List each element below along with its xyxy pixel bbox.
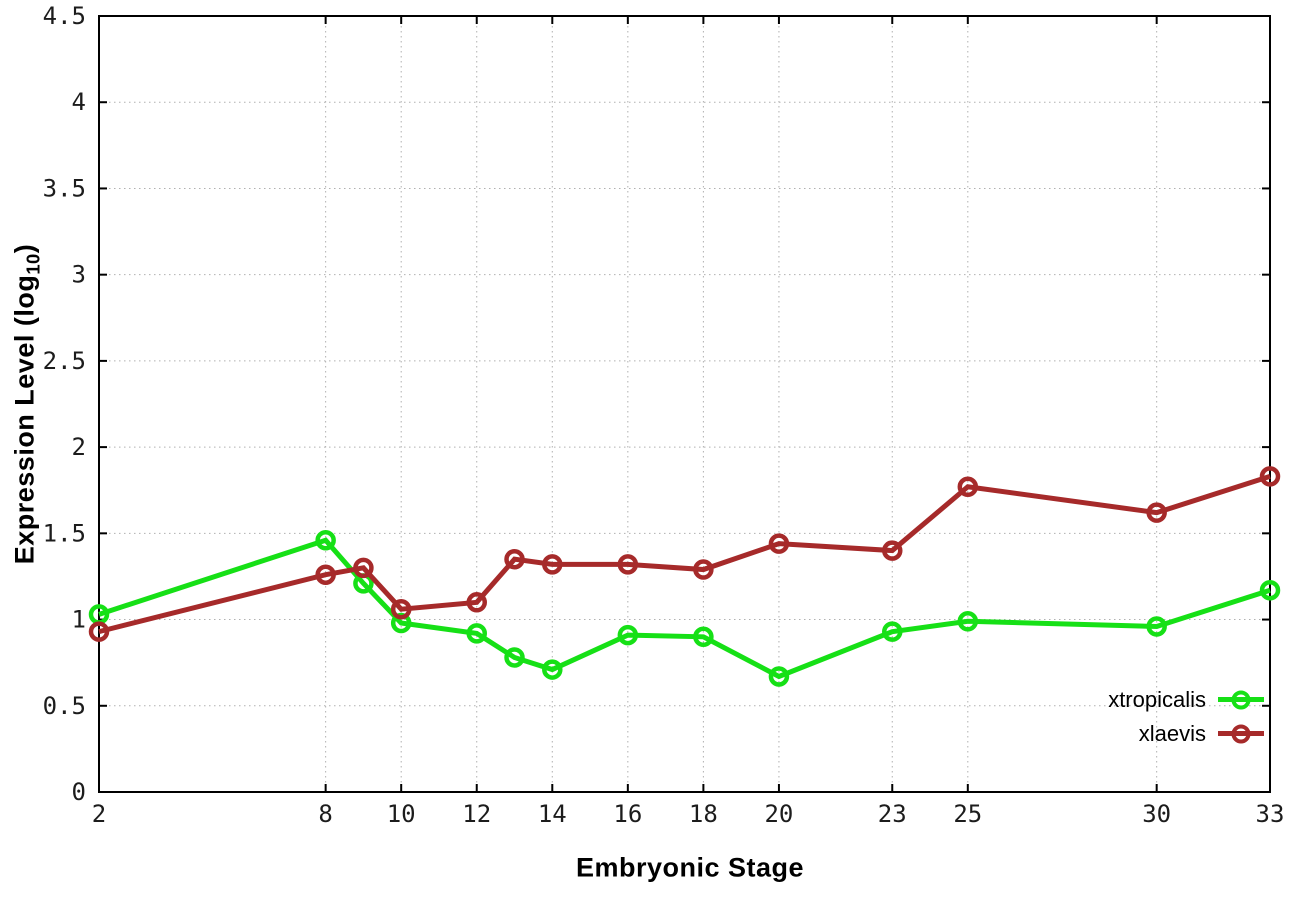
x-tick-label: 20 xyxy=(764,800,793,828)
x-tick-label: 25 xyxy=(953,800,982,828)
series-line-xlaevis xyxy=(98,474,1271,635)
x-tick-label: 12 xyxy=(462,800,491,828)
data-point-xtropicalis xyxy=(882,621,903,642)
x-tick-label: 10 xyxy=(387,800,416,828)
legend-label-xtropicalis: xtropicalis xyxy=(1108,686,1206,712)
data-point-xlaevis xyxy=(1146,502,1167,523)
y-tick-label: 0 xyxy=(72,778,86,806)
legend-circle-marker-icon xyxy=(1231,690,1251,709)
y-tick-label: 3.5 xyxy=(43,174,86,202)
data-point-xtropicalis xyxy=(693,626,714,648)
data-point-xlaevis xyxy=(390,598,412,620)
data-point-xlaevis xyxy=(617,554,639,575)
y-tick-label: 2.5 xyxy=(43,347,86,375)
y-tick-label: 2 xyxy=(72,433,86,461)
data-point-xlaevis xyxy=(768,533,790,554)
y-axis-title-subscript: 10 xyxy=(22,253,44,275)
x-tick-label: 18 xyxy=(689,800,718,828)
data-point-xlaevis xyxy=(315,564,336,585)
y-tick-label: 0.5 xyxy=(43,692,86,720)
data-point-xlaevis xyxy=(466,592,487,613)
x-tick-label: 2 xyxy=(92,800,106,828)
data-point-xlaevis xyxy=(353,557,374,579)
legend-item-xtropicalis: xtropicalis xyxy=(1108,684,1264,715)
x-tick-label: 23 xyxy=(878,800,907,828)
x-tick-label: 30 xyxy=(1142,800,1171,828)
legend-marker-xtropicalis xyxy=(1218,689,1264,711)
data-point-xlaevis xyxy=(693,559,714,580)
data-point-xlaevis xyxy=(882,540,903,561)
data-point-xlaevis xyxy=(504,548,525,570)
data-point-xtropicalis xyxy=(617,624,639,646)
legend-marker-xlaevis xyxy=(1218,723,1264,745)
y-axis-title-suffix: ) xyxy=(9,243,40,254)
data-point-xlaevis xyxy=(88,621,110,642)
plot-border xyxy=(98,15,1271,793)
legend-item-xlaevis: xlaevis xyxy=(1108,718,1264,749)
y-tick-label: 1.5 xyxy=(43,519,86,547)
legend-circle-marker-icon xyxy=(1231,724,1251,743)
x-axis-title: Embryonic Stage xyxy=(575,852,805,883)
data-point-xtropicalis xyxy=(957,611,979,632)
x-tick-label: 33 xyxy=(1256,800,1285,828)
x-tick-label: 14 xyxy=(538,800,567,828)
y-tick-label: 4.5 xyxy=(43,2,86,30)
y-tick-label: 1 xyxy=(72,606,86,634)
legend: xtropicalis xlaevis xyxy=(1108,684,1264,749)
y-axis-title: Expression Level (log10) xyxy=(9,244,44,565)
data-point-xtropicalis xyxy=(768,666,790,687)
y-tick-label: 4 xyxy=(72,88,86,116)
data-point-xtropicalis xyxy=(1259,579,1281,601)
y-tick-label: 3 xyxy=(72,261,86,289)
series-line-xtropicalis xyxy=(98,537,1271,680)
data-point-xtropicalis xyxy=(504,647,525,668)
data-point-xtropicalis xyxy=(315,529,336,551)
data-point-xlaevis xyxy=(957,476,979,498)
x-tick-label: 8 xyxy=(318,800,332,828)
data-point-xtropicalis xyxy=(1146,616,1167,637)
legend-label-xlaevis: xlaevis xyxy=(1138,720,1206,746)
x-tick-label: 16 xyxy=(613,800,642,828)
data-point-xtropicalis xyxy=(466,623,487,644)
data-point-xlaevis xyxy=(542,554,563,575)
data-point-xtropicalis xyxy=(542,659,563,680)
data-point-xlaevis xyxy=(1259,466,1281,487)
y-axis-title-text: Expression Level (log xyxy=(9,274,40,565)
